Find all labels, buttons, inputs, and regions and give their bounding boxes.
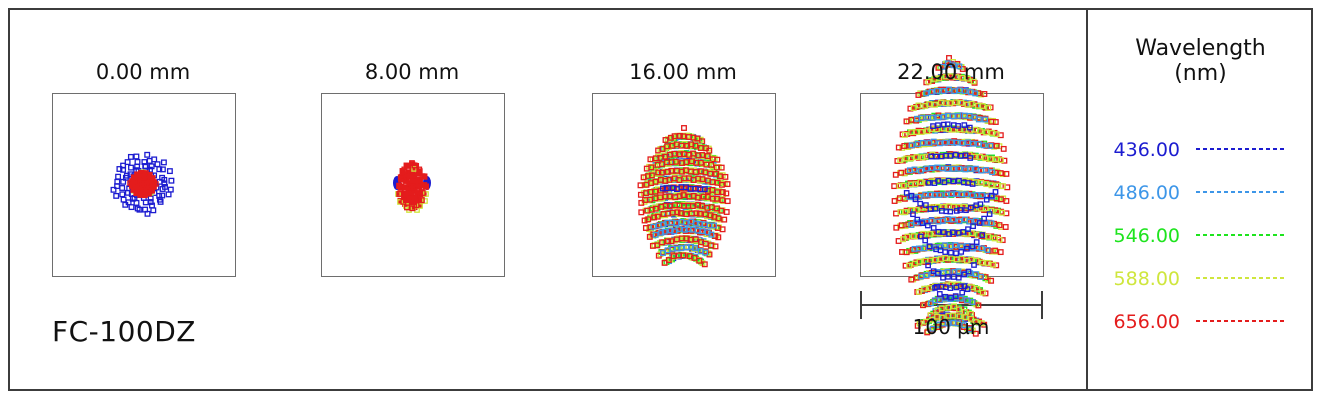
legend-entry-486: 486.00 [1088,182,1313,204]
legend-entry-656: 656.00 [1088,311,1313,333]
legend-dash-436 [1196,148,1284,150]
legend-dash-588 [1196,277,1284,279]
legend-title-line2: (nm) [1174,61,1227,86]
scale-bar-left-tick [860,291,862,319]
legend-divider [1086,8,1088,391]
legend-entry-436: 436.00 [1088,139,1313,161]
legend-dash-486 [1196,191,1284,193]
legend-entry-588: 588.00 [1088,268,1313,290]
scale-bar-right-tick [1041,291,1043,319]
panel-title-defocus-0: 0.00 mm [95,60,191,84]
panel-box-8mm [321,93,505,277]
wavelength-legend: Wavelength (nm) 436.00 486.00 546.00 588… [1088,0,1313,400]
panel-title-defocus-16: 16.00 mm [629,60,737,84]
scale-bar-label: 100 µm [912,315,990,339]
legend-label-436: 436.00 [1113,139,1180,161]
legend-label-656: 656.00 [1113,311,1180,333]
panel-title-defocus-8: 8.00 mm [364,60,460,84]
panel-box-22mm [860,93,1044,277]
system-label: FC-100DZ [52,315,196,348]
legend-title-line1: Wavelength [1135,36,1266,61]
legend-label-486: 486.00 [1113,182,1180,204]
legend-dash-656 [1196,320,1284,322]
legend-label-546: 546.00 [1113,225,1180,247]
panel-title-defocus-22: 22.00 mm [897,60,1005,84]
legend-label-588: 588.00 [1113,268,1180,290]
panel-box-0mm [52,93,236,277]
scale-bar-line [860,304,1043,306]
legend-entry-546: 546.00 [1088,225,1313,247]
panel-box-16mm [592,93,776,277]
legend-dash-546 [1196,234,1284,236]
legend-title: Wavelength (nm) [1088,36,1313,86]
